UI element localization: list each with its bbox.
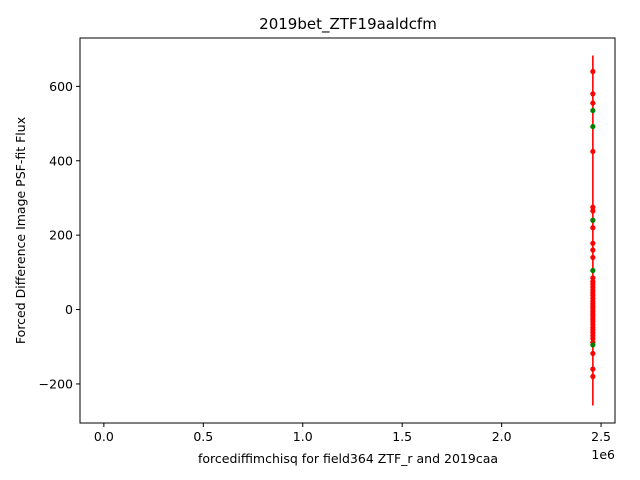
points-layer xyxy=(590,68,596,380)
green-data-point xyxy=(590,123,596,130)
green-data-point xyxy=(590,217,596,223)
red-data-point xyxy=(590,240,596,246)
x-tick-label: 1.5 xyxy=(392,429,412,444)
y-tick-label: 0 xyxy=(65,302,73,317)
red-data-point xyxy=(590,350,596,357)
red-data-point xyxy=(590,225,596,231)
red-data-point xyxy=(590,100,596,106)
red-data-point xyxy=(590,148,596,155)
x-axis-offset-label: 1e6 xyxy=(591,447,615,462)
x-tick-label: 0.5 xyxy=(193,429,213,444)
red-data-point xyxy=(590,335,596,342)
red-data-point xyxy=(590,254,596,261)
y-tick-label: −200 xyxy=(39,376,73,391)
y-tick-label: 400 xyxy=(49,153,73,168)
x-tick-label: 2.5 xyxy=(591,429,611,444)
red-data-point xyxy=(590,366,596,372)
green-data-point xyxy=(590,267,596,274)
x-axis-label: forcediffimchisq for field364 ZTF_r and … xyxy=(198,451,498,466)
red-data-point xyxy=(590,373,596,380)
green-data-point xyxy=(590,107,596,114)
x-tick-label: 2.0 xyxy=(492,429,512,444)
x-axis: 0.0 0.5 1.0 1.5 2.0 2.5 xyxy=(94,423,611,444)
red-data-point xyxy=(590,68,596,75)
plot-area xyxy=(79,37,616,424)
green-data-point xyxy=(590,342,596,348)
chart-title: 2019bet_ZTF19aaldcfm xyxy=(259,15,437,34)
red-data-point xyxy=(590,204,596,210)
red-data-point xyxy=(590,247,596,253)
red-data-point xyxy=(590,275,596,281)
y-tick-label: 600 xyxy=(49,79,73,94)
red-data-point xyxy=(590,91,596,97)
y-tick-label: 200 xyxy=(49,228,73,243)
x-tick-label: 1.0 xyxy=(293,429,313,444)
x-tick-label: 0.0 xyxy=(94,429,114,444)
axes-frame xyxy=(79,37,616,424)
y-axis: −200 0 200 400 600 xyxy=(39,79,80,391)
y-axis-label: Forced Difference Image PSF-fit Flux xyxy=(13,117,28,344)
red-data-point xyxy=(590,208,596,214)
